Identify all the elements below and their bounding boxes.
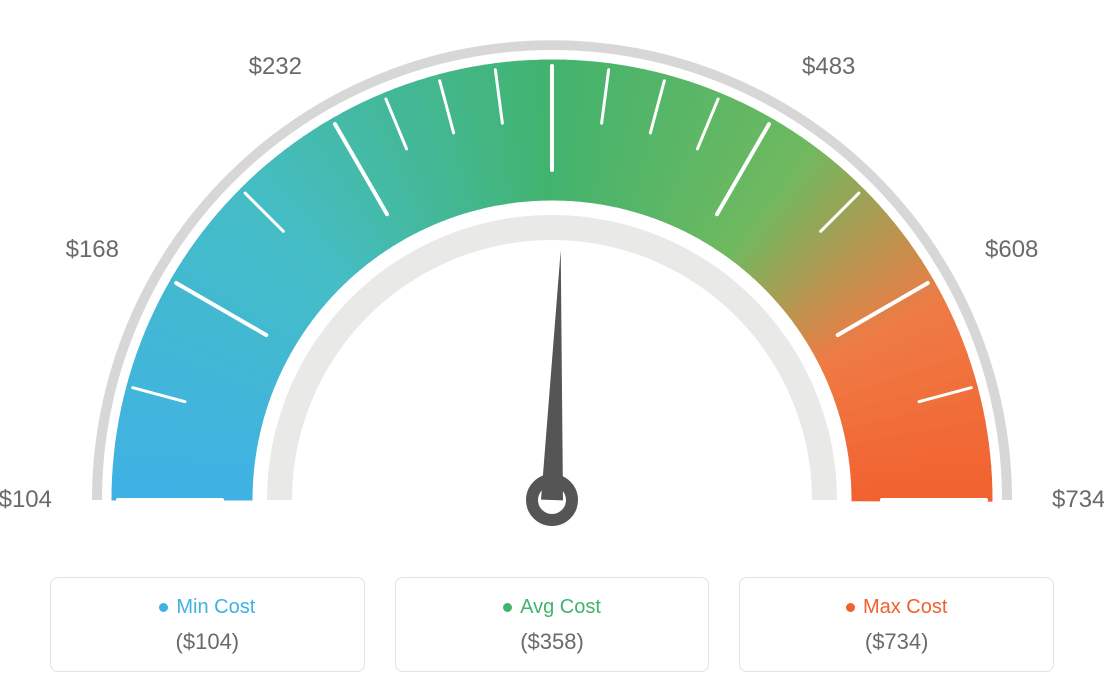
legend-row: Min Cost ($104) Avg Cost ($358) Max Cost… (50, 577, 1054, 672)
gauge-chart: $104$168$232$358$483$608$734 (0, 0, 1104, 560)
gauge-tick-label: $104 (0, 486, 52, 514)
legend-title-max: Max Cost (846, 596, 947, 619)
legend-title-avg: Avg Cost (503, 596, 601, 619)
legend-card-min: Min Cost ($104) (50, 577, 365, 672)
gauge-tick-label: $734 (1052, 486, 1104, 514)
legend-value-avg: ($358) (406, 629, 699, 655)
legend-label-min: Min Cost (176, 596, 255, 619)
gauge-svg (0, 0, 1104, 560)
legend-card-avg: Avg Cost ($358) (395, 577, 710, 672)
cost-gauge-container: $104$168$232$358$483$608$734 Min Cost ($… (0, 0, 1104, 690)
legend-title-min: Min Cost (159, 596, 255, 619)
legend-dot-avg (503, 603, 512, 612)
legend-label-max: Max Cost (863, 596, 947, 619)
gauge-tick-label: $608 (985, 236, 1038, 264)
gauge-tick-label: $232 (249, 53, 302, 81)
legend-dot-max (846, 603, 855, 612)
legend-dot-min (159, 603, 168, 612)
legend-card-max: Max Cost ($734) (739, 577, 1054, 672)
gauge-tick-label: $168 (66, 236, 119, 264)
legend-value-max: ($734) (750, 629, 1043, 655)
gauge-tick-label: $483 (802, 53, 855, 81)
legend-value-min: ($104) (61, 629, 354, 655)
legend-label-avg: Avg Cost (520, 596, 601, 619)
